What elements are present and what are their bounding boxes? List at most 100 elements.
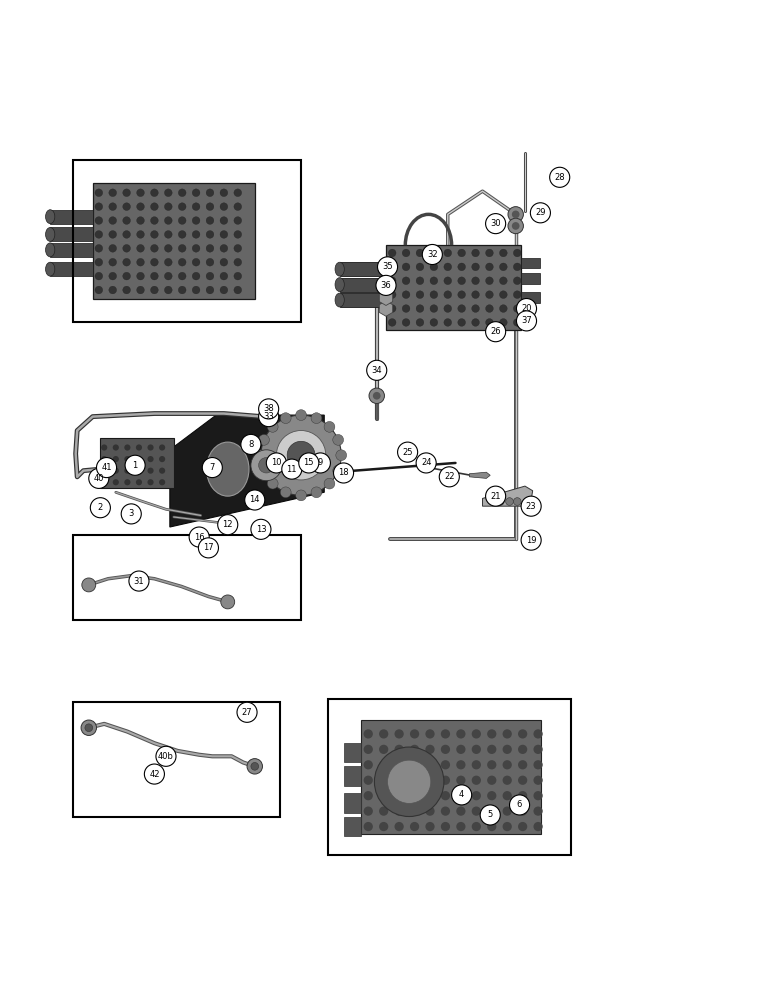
Circle shape xyxy=(416,291,424,299)
Circle shape xyxy=(441,760,450,769)
Circle shape xyxy=(164,258,172,266)
Circle shape xyxy=(206,217,214,224)
Circle shape xyxy=(441,822,450,831)
Circle shape xyxy=(499,305,507,312)
Text: 7: 7 xyxy=(210,463,215,472)
Circle shape xyxy=(151,286,158,294)
Circle shape xyxy=(480,805,500,825)
Circle shape xyxy=(499,249,507,257)
Bar xyxy=(521,273,540,284)
Circle shape xyxy=(220,217,228,224)
Circle shape xyxy=(137,272,144,280)
Circle shape xyxy=(95,231,103,238)
Circle shape xyxy=(151,231,158,238)
Circle shape xyxy=(299,453,319,473)
Circle shape xyxy=(512,222,520,230)
Text: 34: 34 xyxy=(371,366,382,375)
Circle shape xyxy=(89,468,109,488)
Circle shape xyxy=(147,468,154,474)
Circle shape xyxy=(402,305,410,312)
Circle shape xyxy=(151,272,158,280)
Circle shape xyxy=(441,745,450,754)
Circle shape xyxy=(123,189,130,197)
Circle shape xyxy=(518,791,527,800)
Circle shape xyxy=(381,282,388,289)
Circle shape xyxy=(267,478,278,489)
Circle shape xyxy=(425,760,435,769)
Circle shape xyxy=(379,822,388,831)
Circle shape xyxy=(379,776,388,785)
Circle shape xyxy=(533,760,543,769)
Circle shape xyxy=(513,319,521,326)
Circle shape xyxy=(472,319,479,326)
Circle shape xyxy=(533,776,543,785)
Circle shape xyxy=(123,258,130,266)
Circle shape xyxy=(402,319,410,326)
Circle shape xyxy=(430,291,438,299)
Circle shape xyxy=(513,263,521,271)
Text: 27: 27 xyxy=(242,708,252,717)
Circle shape xyxy=(259,407,279,427)
Ellipse shape xyxy=(335,278,344,292)
Circle shape xyxy=(296,490,306,501)
Circle shape xyxy=(192,286,200,294)
Circle shape xyxy=(487,806,496,816)
Circle shape xyxy=(402,291,410,299)
Circle shape xyxy=(394,760,404,769)
Circle shape xyxy=(472,277,479,285)
Circle shape xyxy=(499,319,507,326)
Circle shape xyxy=(259,458,274,473)
Bar xyxy=(521,258,540,268)
Circle shape xyxy=(513,291,521,299)
Circle shape xyxy=(533,822,543,831)
Circle shape xyxy=(516,299,537,319)
Circle shape xyxy=(192,217,200,224)
Circle shape xyxy=(398,442,418,462)
Circle shape xyxy=(334,463,354,483)
Circle shape xyxy=(364,822,373,831)
Circle shape xyxy=(518,822,527,831)
Circle shape xyxy=(178,203,186,211)
Bar xyxy=(361,720,541,834)
Circle shape xyxy=(220,203,228,211)
Circle shape xyxy=(137,231,144,238)
Circle shape xyxy=(259,434,269,445)
Circle shape xyxy=(123,244,130,252)
Polygon shape xyxy=(170,415,324,527)
Circle shape xyxy=(444,291,452,299)
Circle shape xyxy=(503,806,512,816)
Circle shape xyxy=(178,217,186,224)
Circle shape xyxy=(379,745,388,754)
Circle shape xyxy=(441,791,450,800)
Circle shape xyxy=(508,207,523,222)
Circle shape xyxy=(220,244,228,252)
Circle shape xyxy=(234,286,242,294)
Circle shape xyxy=(95,189,103,197)
Circle shape xyxy=(388,249,396,257)
Circle shape xyxy=(499,291,507,299)
Text: 6: 6 xyxy=(517,800,522,809)
Circle shape xyxy=(336,450,347,461)
Bar xyxy=(344,793,361,813)
Circle shape xyxy=(151,258,158,266)
Circle shape xyxy=(189,527,209,547)
Circle shape xyxy=(439,467,459,487)
Circle shape xyxy=(192,258,200,266)
Circle shape xyxy=(428,249,436,257)
Circle shape xyxy=(206,203,214,211)
Circle shape xyxy=(521,305,529,312)
Circle shape xyxy=(137,244,144,252)
Circle shape xyxy=(486,263,493,271)
Text: 10: 10 xyxy=(271,458,282,467)
Circle shape xyxy=(382,263,390,271)
Circle shape xyxy=(151,244,158,252)
Circle shape xyxy=(247,759,262,774)
Circle shape xyxy=(113,468,119,474)
Circle shape xyxy=(234,217,242,224)
Circle shape xyxy=(376,275,396,295)
Circle shape xyxy=(487,822,496,831)
Text: 3: 3 xyxy=(129,509,134,518)
Circle shape xyxy=(364,760,373,769)
Circle shape xyxy=(394,822,404,831)
Text: 23: 23 xyxy=(526,502,537,511)
